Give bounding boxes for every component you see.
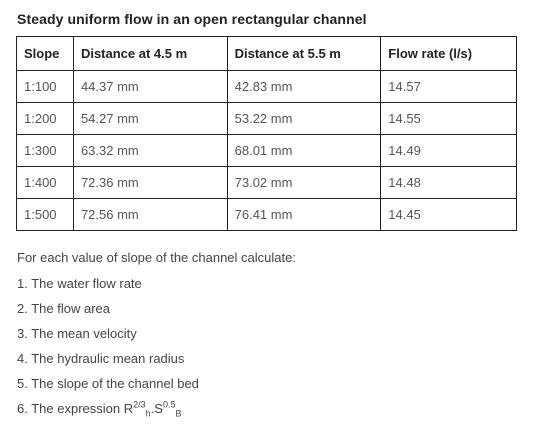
header-distance-4-5: Distance at 4.5 m — [72, 36, 228, 71]
cell-slope: 1:400 — [16, 166, 74, 199]
data-table: Slope Distance at 4.5 m Distance at 5.5 … — [16, 36, 517, 231]
list-item: 1. The water flow rate — [17, 276, 142, 291]
instructions-intro: For each value of slope of the channel c… — [17, 250, 296, 265]
cell-distance-5-5: 73.02 mm — [226, 166, 382, 199]
cell-distance-4-5: 54.27 mm — [72, 102, 228, 135]
table-row: 1:100 44.37 mm 42.83 mm 14.57 — [16, 70, 517, 103]
cell-slope: 1:100 — [16, 70, 74, 103]
cell-flow-rate: 14.55 — [380, 102, 517, 135]
list-item: 4. The hydraulic mean radius — [17, 351, 185, 366]
cell-slope: 1:200 — [16, 102, 74, 135]
cell-slope: 1:500 — [16, 198, 74, 231]
expression-exponent-s: 0.5 — [162, 399, 176, 410]
list-item: 3. The mean velocity — [17, 326, 137, 341]
list-item-expression: 6. The expression R2/3h.S0.5B — [17, 399, 199, 426]
expression-subscript-b: B — [175, 408, 182, 419]
cell-distance-4-5: 63.32 mm — [72, 134, 228, 167]
cell-distance-4-5: 72.36 mm — [72, 166, 228, 199]
instruction-list: 1. The water flow rate 2. The flow area … — [17, 276, 199, 426]
table-row: 1:500 72.56 mm 76.41 mm 14.45 — [16, 198, 517, 231]
expression-exponent-r: 2/3 — [133, 399, 146, 410]
table-row: 1:400 72.36 mm 73.02 mm 14.48 — [16, 166, 517, 199]
cell-distance-5-5: 76.41 mm — [226, 198, 382, 231]
table-header-row: Slope Distance at 4.5 m Distance at 5.5 … — [16, 36, 517, 71]
table-row: 1:300 63.32 mm 68.01 mm 14.49 — [16, 134, 517, 167]
list-item: 2. The flow area — [17, 301, 110, 316]
cell-flow-rate: 14.49 — [380, 134, 517, 167]
cell-distance-4-5: 44.37 mm — [72, 70, 228, 103]
cell-flow-rate: 14.48 — [380, 166, 517, 199]
expression-subscript-h: h — [145, 408, 151, 419]
table-row: 1:200 54.27 mm 53.22 mm 14.55 — [16, 102, 517, 135]
list-item: 5. The slope of the channel bed — [17, 376, 199, 391]
cell-slope: 1:300 — [16, 134, 74, 167]
cell-flow-rate: 14.45 — [380, 198, 517, 231]
header-flow-rate: Flow rate (l/s) — [380, 36, 517, 71]
expression-mid: .S — [150, 401, 163, 416]
cell-flow-rate: 14.57 — [380, 70, 517, 103]
document-title: Steady uniform flow in an open rectangul… — [17, 11, 367, 27]
cell-distance-4-5: 72.56 mm — [72, 198, 228, 231]
expression-prefix: 6. The expression R — [17, 401, 134, 416]
cell-distance-5-5: 68.01 mm — [226, 134, 382, 167]
cell-distance-5-5: 42.83 mm — [226, 70, 382, 103]
header-distance-5-5: Distance at 5.5 m — [226, 36, 382, 71]
cell-distance-5-5: 53.22 mm — [226, 102, 382, 135]
header-slope: Slope — [16, 36, 74, 71]
